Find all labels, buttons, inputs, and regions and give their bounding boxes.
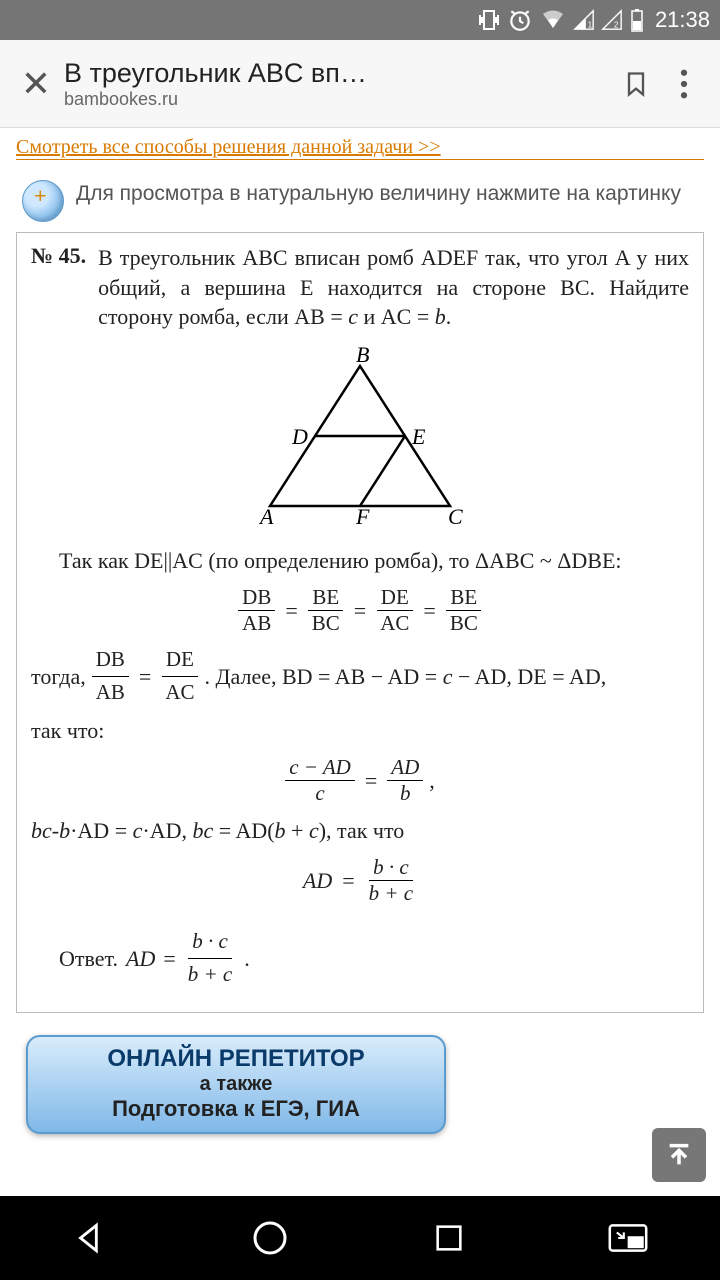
svg-text:1: 1 <box>588 20 593 29</box>
status-bar: 1 2 21:38 <box>0 0 720 40</box>
problem-header: № 45. В треугольник ABC вписан ромб ADEF… <box>31 243 689 332</box>
problem-box[interactable]: № 45. В треугольник ABC вписан ромб ADEF… <box>16 232 704 1013</box>
home-icon[interactable] <box>250 1218 290 1258</box>
close-icon[interactable]: ✕ <box>12 63 60 105</box>
more-icon[interactable] <box>660 69 708 99</box>
magnifier-icon[interactable] <box>22 180 64 222</box>
solutions-link[interactable]: Смотреть все способы решения данной зада… <box>16 136 704 160</box>
nav-bar <box>0 1196 720 1280</box>
signal-2-icon: 2 <box>601 9 623 31</box>
banner-line1: ОНЛАЙН РЕПЕТИТОР <box>38 1045 434 1073</box>
result-formula: AD = b · cb + c <box>31 855 689 906</box>
solution-line-4: bc-b·AD = c·AD, bc = AD(b + c), так что <box>31 814 689 847</box>
banner-line3: Подготовка к ЕГЭ, ГИА <box>38 1096 434 1122</box>
label-A: A <box>258 504 274 526</box>
wifi-icon <box>539 8 567 32</box>
svg-text:2: 2 <box>614 20 619 29</box>
page-content: Смотреть все способы решения данной зада… <box>0 128 720 1196</box>
page-title: В треугольник ABC вп… <box>64 58 612 89</box>
signal-1-icon: 1 <box>573 9 595 31</box>
label-D: D <box>291 424 308 449</box>
page-url: bambookes.ru <box>64 89 612 110</box>
solution-line-3: так что: <box>31 714 689 747</box>
solution-line-2: тогда, DBAB = DEAC . Далее, BD = AB − AD… <box>31 644 689 708</box>
back-icon[interactable] <box>71 1219 109 1257</box>
zoom-hint-text: Для просмотра в натуральную величину наж… <box>76 180 681 222</box>
vibrate-icon <box>477 8 501 32</box>
triangle-diagram: B D E A F C <box>31 346 689 526</box>
scroll-top-button[interactable] <box>652 1128 706 1182</box>
problem-number: № 45. <box>31 243 86 332</box>
tutor-banner[interactable]: ОНЛАЙН РЕПЕТИТОР а также Подготовка к ЕГ… <box>26 1035 446 1134</box>
answer-line: Ответ. AD = b · cb + c . <box>31 926 689 990</box>
status-time: 21:38 <box>655 7 710 33</box>
recent-icon[interactable] <box>432 1221 466 1255</box>
label-C: C <box>448 504 463 526</box>
zoom-hint: Для просмотра в натуральную величину наж… <box>16 180 704 222</box>
label-F: F <box>355 504 370 526</box>
title-block: В треугольник ABC вп… bambookes.ru <box>60 58 612 110</box>
problem-text: В треугольник ABC вписан ромб ADEF так, … <box>98 243 689 332</box>
alarm-icon <box>507 7 533 33</box>
solution-line-1: Так как DE||AC (по определению ромба), т… <box>31 544 689 577</box>
ratio-chain-1: DBAB = BEBC = DEAC = BEBC <box>31 585 689 636</box>
browser-header: ✕ В треугольник ABC вп… bambookes.ru <box>0 40 720 128</box>
label-B: B <box>356 346 369 367</box>
ratio-3: c − ADc = ADb , <box>31 755 689 806</box>
banner-line2: а также <box>38 1073 434 1096</box>
battery-icon <box>629 8 645 32</box>
pip-icon[interactable] <box>607 1221 649 1255</box>
bookmark-icon[interactable] <box>612 68 660 100</box>
label-E: E <box>411 424 426 449</box>
